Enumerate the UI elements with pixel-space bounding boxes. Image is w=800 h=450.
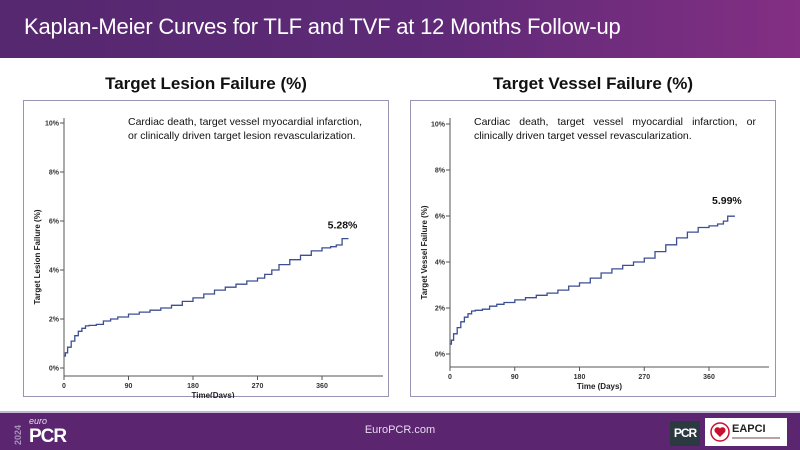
logo-year-icon: 2024 (13, 425, 23, 445)
x-tick-label: 90 (511, 374, 519, 381)
y-tick-label: 2% (435, 306, 446, 313)
slide-title: Kaplan-Meier Curves for TLF and TVF at 1… (24, 14, 621, 39)
europcr-logo[interactable]: PCR (29, 426, 67, 447)
y-tick-label: 8% (49, 170, 60, 177)
chart-title-tlf: Target Lesion Failure (%) (105, 74, 307, 93)
chart-annotation-tvf: Cardiac death, target vessel myocardial … (474, 116, 756, 142)
x-axis-label: Time (Days) (577, 382, 623, 391)
km-curve-tvf (450, 215, 735, 345)
logo-euro-text: euro (29, 416, 48, 426)
x-tick-label: 180 (187, 383, 199, 390)
x-axis-label: Time(Days) (192, 391, 235, 398)
x-tick-label: 90 (125, 383, 133, 390)
logo-year-text: 2024 (13, 425, 23, 445)
header-bar: Kaplan-Meier Curves for TLF and TVF at 1… (0, 0, 800, 58)
y-tick-label: 6% (435, 214, 446, 221)
x-tick-label: 0 (448, 374, 452, 381)
pcr-partner-logo[interactable]: PCR (670, 421, 700, 446)
x-tick-label: 180 (574, 374, 586, 381)
km-curve-tlf (64, 237, 349, 357)
footer-url-link[interactable]: EuroPCR.com (364, 424, 436, 436)
chart-panel-tlf: 0% 2% 4% 6% 8% 10% 0 90 180 270 360 Time(Days) Targe… (23, 100, 389, 398)
y-tick-label: 4% (435, 260, 446, 267)
end-value-label: 5.99% (712, 195, 742, 207)
eapci-label: EAPCI (732, 423, 766, 435)
eapci-subtitle-line (732, 437, 780, 439)
y-tick-label: 10% (45, 121, 60, 128)
eapci-partner-logo[interactable]: EAPCI (705, 418, 787, 446)
y-tick-label: 8% (435, 168, 446, 175)
x-tick-label: 0 (62, 383, 66, 390)
y-tick-label: 10% (431, 122, 446, 129)
x-tick-label: 360 (316, 383, 328, 390)
chart-annotation-tlf: Cardiac death, target vessel myocardial … (128, 116, 362, 142)
heart-icon (710, 422, 730, 442)
y-tick-label: 0% (435, 352, 446, 359)
y-tick-label: 0% (49, 366, 60, 373)
chart-title-tvf: Target Vessel Failure (%) (493, 74, 693, 93)
y-axis-label: Target Lesion Failure (%) (33, 209, 42, 304)
footer-divider (0, 411, 800, 413)
y-tick-label: 6% (49, 219, 60, 226)
x-tick-label: 270 (252, 383, 264, 390)
footer-bar: 2024 euro PCR EuroPCR.com (0, 413, 800, 450)
chart-panel-tvf: 0% 2% 4% 6% 8% 10% 0 90 180 270 360 Time (Days) Targ… (410, 100, 776, 397)
y-tick-label: 2% (49, 317, 60, 324)
km-chart-tlf: 0% 2% 4% 6% 8% 10% 0 90 180 270 360 Time(Days) Targe… (33, 118, 383, 398)
y-tick-label: 4% (49, 268, 60, 275)
y-axis-label: Target Vessel Failure (%) (420, 205, 429, 299)
km-chart-tvf: 0% 2% 4% 6% 8% 10% 0 90 180 270 360 Time (Days) Targ… (420, 118, 769, 391)
end-value-label: 5.28% (328, 220, 358, 232)
x-tick-label: 270 (638, 374, 650, 381)
x-tick-label: 360 (703, 374, 715, 381)
